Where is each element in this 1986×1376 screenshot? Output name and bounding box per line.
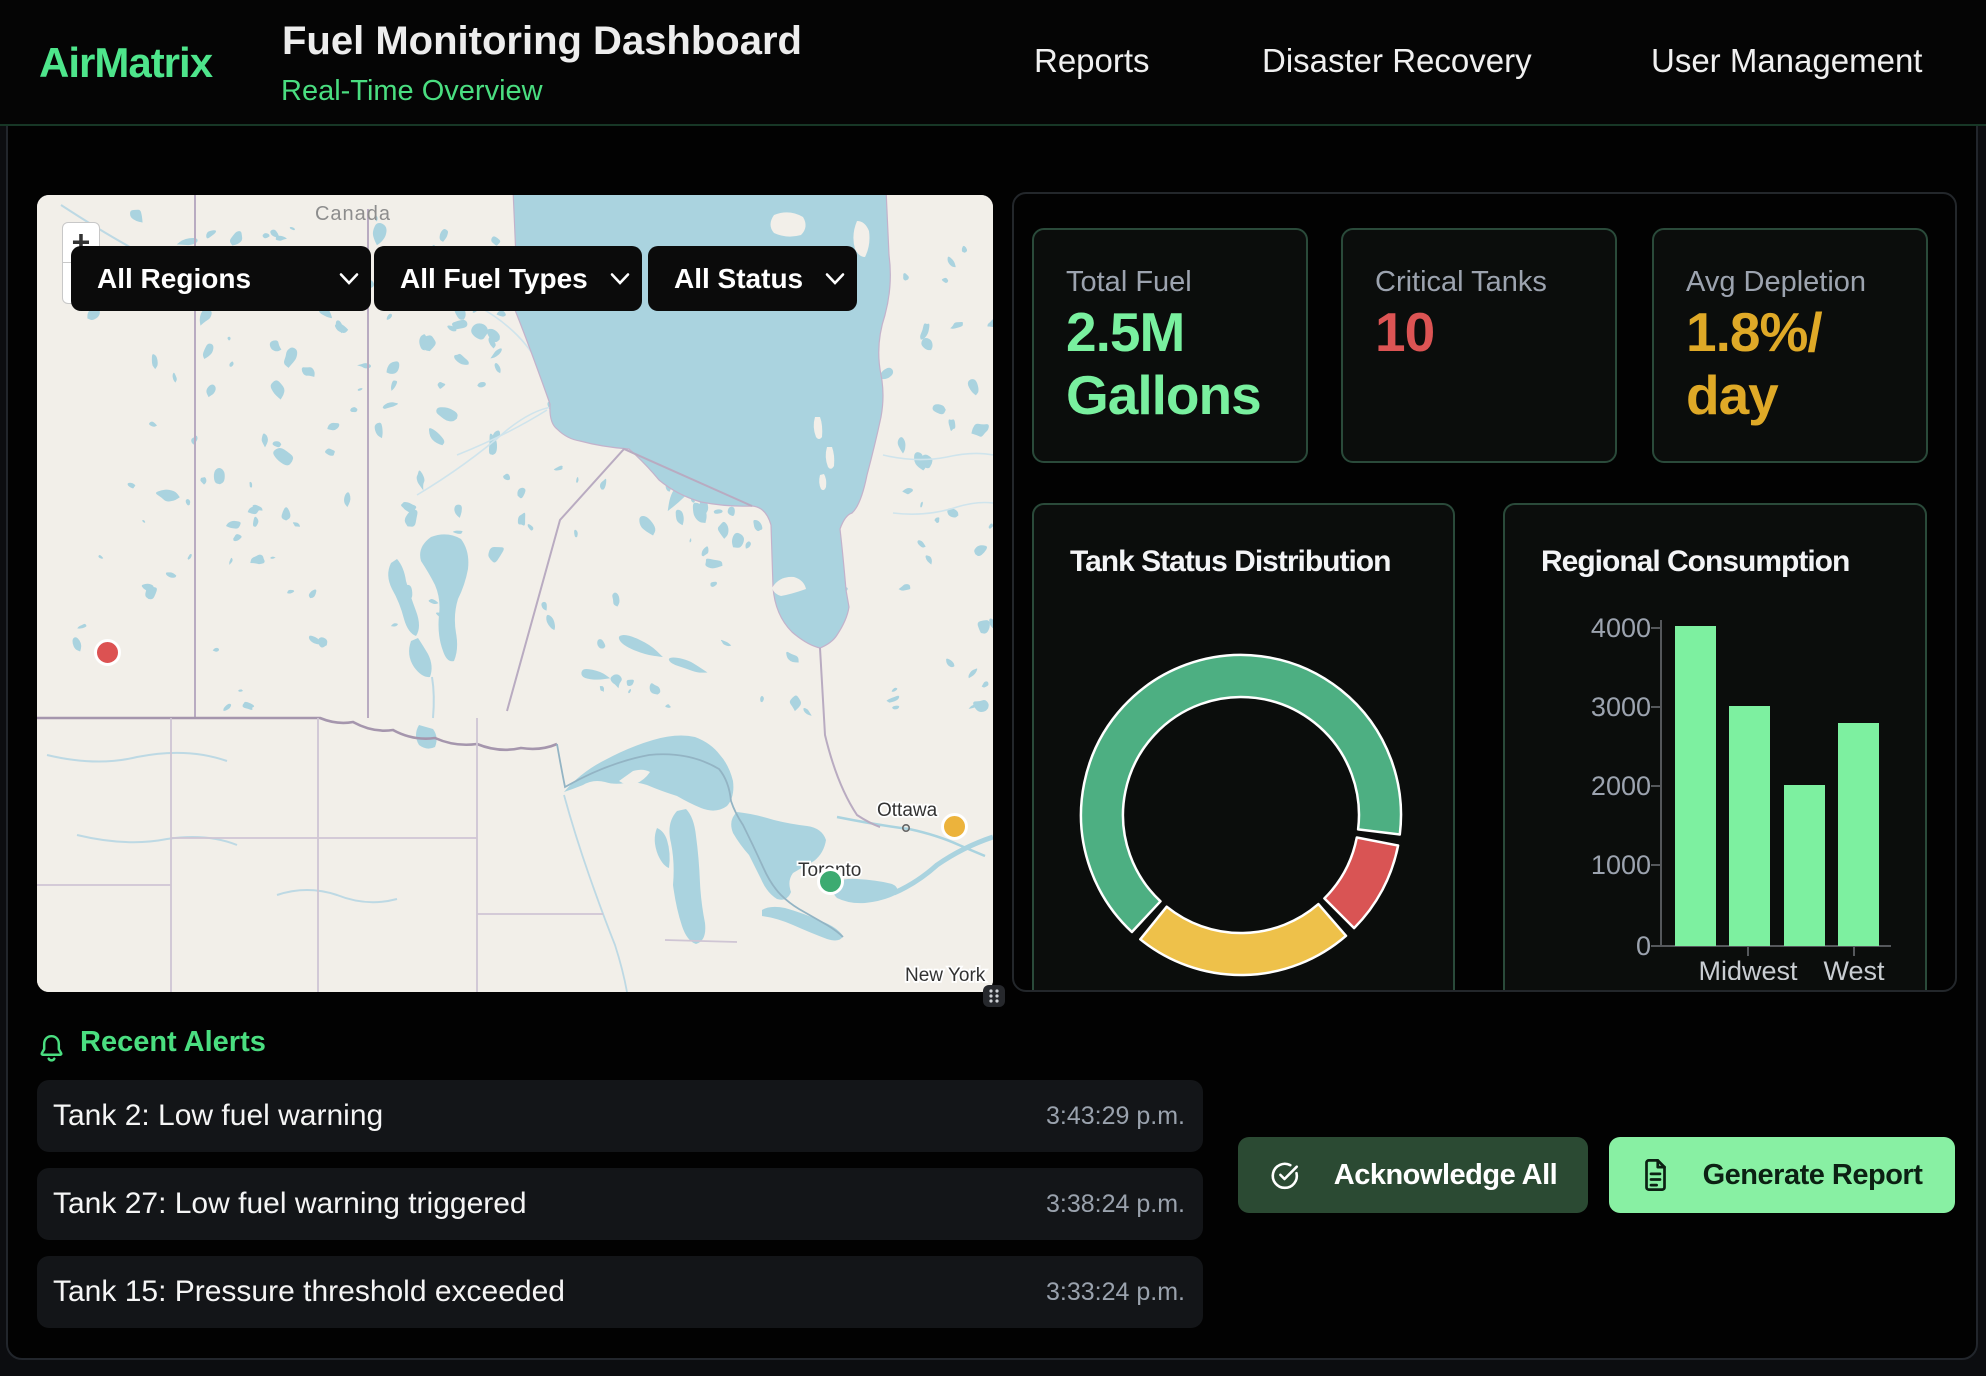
svg-text:Canada: Canada — [315, 203, 391, 225]
svg-text:1000: 1000 — [1591, 850, 1651, 880]
svg-text:4000: 4000 — [1591, 613, 1651, 643]
svg-text:West: West — [1823, 956, 1885, 980]
svg-text:3000: 3000 — [1591, 692, 1651, 722]
svg-text:2000: 2000 — [1591, 771, 1651, 801]
svg-text:Midwest: Midwest — [1698, 956, 1798, 980]
svg-text:0: 0 — [1636, 931, 1651, 961]
svg-text:New York: New York — [905, 965, 986, 986]
svg-text:Ottawa: Ottawa — [877, 800, 938, 821]
